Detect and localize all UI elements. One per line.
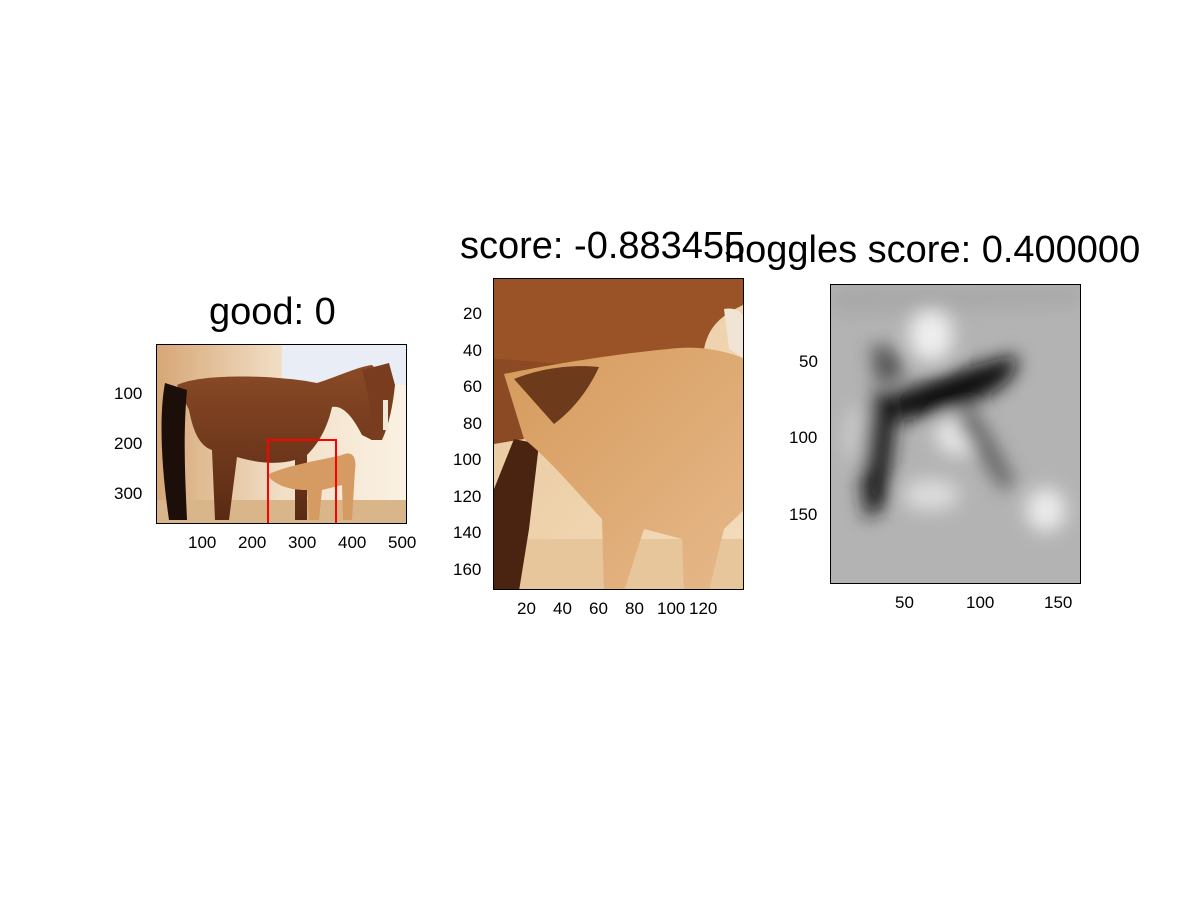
panel-2-ytick: 140 xyxy=(453,523,482,542)
panel-1-ytick: 100 xyxy=(114,384,143,403)
panel-2-ytick: 20 xyxy=(463,304,482,323)
panel-1-axes xyxy=(156,344,407,524)
panel-2-title: score: -0.883455 xyxy=(460,225,746,267)
panel-2-xtick: 60 xyxy=(589,599,608,618)
panel-2-xtick: 80 xyxy=(625,599,644,618)
panel-3-ytick: 150 xyxy=(789,505,818,524)
panel-2-xtick: 20 xyxy=(517,599,536,618)
panel-2-ytick: 100 xyxy=(453,450,482,469)
panel-2-xtick: 120 xyxy=(689,599,718,618)
panel-1-title: good: 0 xyxy=(209,291,336,333)
panel-1-xtick: 400 xyxy=(338,533,367,552)
panel-1-xtick: 500 xyxy=(388,533,417,552)
panel-2-ytick: 120 xyxy=(453,487,482,506)
panel-3-xtick: 150 xyxy=(1044,593,1073,612)
panel-1-ytick: 200 xyxy=(114,434,143,453)
panel-2-xtick: 40 xyxy=(553,599,572,618)
panel-3-ytick: 100 xyxy=(789,428,818,447)
panel-1-xtick: 100 xyxy=(188,533,217,552)
panel-3-xtick: 50 xyxy=(895,593,914,612)
panel-3-ytick: 50 xyxy=(799,352,818,371)
panel-2-ytick: 160 xyxy=(453,560,482,579)
panel-3-axes xyxy=(830,284,1081,584)
hoggles-grayscale-image xyxy=(831,285,1080,583)
panel-3-title: hoggles score: 0.400000 xyxy=(724,229,1141,271)
panel-2-ytick: 80 xyxy=(463,414,482,433)
panel-1-xtick: 300 xyxy=(288,533,317,552)
foal-crop-image xyxy=(494,279,743,589)
panel-2-axes xyxy=(493,278,744,590)
panel-2-ytick: 60 xyxy=(463,377,482,396)
panel-2-xtick: 100 xyxy=(657,599,686,618)
horse-photo-image xyxy=(157,345,406,523)
panel-2-ytick: 40 xyxy=(463,341,482,360)
detection-box xyxy=(267,439,337,523)
panel-3-xtick: 100 xyxy=(966,593,995,612)
panel-1-xtick: 200 xyxy=(238,533,267,552)
panel-1-ytick: 300 xyxy=(114,484,143,503)
